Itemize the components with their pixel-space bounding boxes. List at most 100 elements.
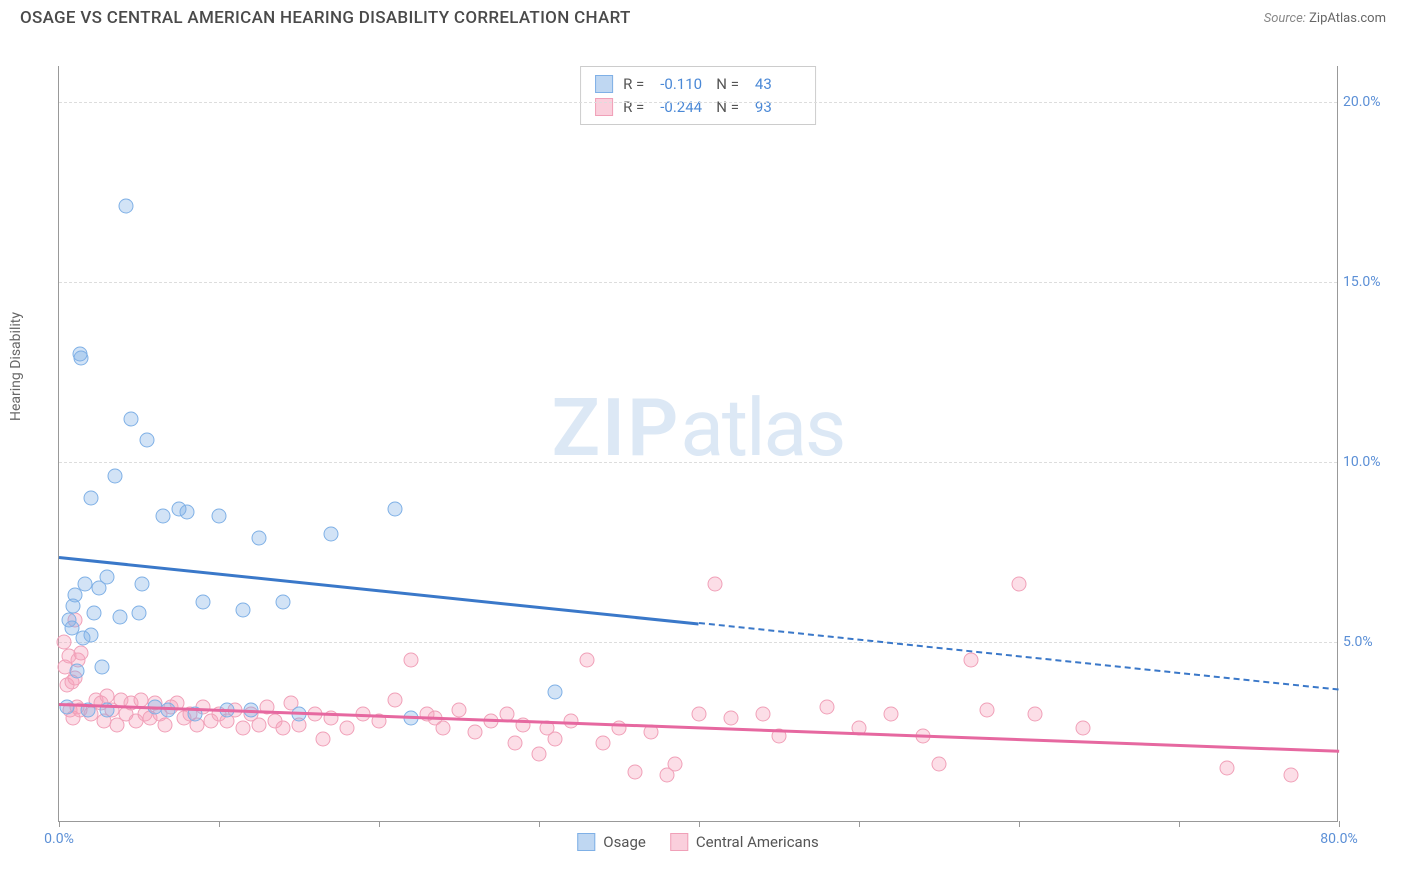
source-label: Source:: [1264, 11, 1306, 26]
chart-container: Hearing Disability ZIPatlas R =-0.110N =…: [20, 48, 1386, 858]
osage-point: [74, 350, 89, 365]
x-tick: [1019, 821, 1020, 827]
osage-point: [84, 627, 99, 642]
legend-label: Osage: [603, 833, 646, 851]
n-label: N =: [716, 96, 739, 119]
osage-point: [388, 501, 403, 516]
x-tick: [539, 821, 540, 827]
stats-swatch: [595, 75, 613, 93]
osage-point: [135, 577, 150, 592]
n-label: N =: [716, 73, 739, 96]
central-point: [820, 699, 835, 714]
central-point: [668, 757, 683, 772]
osage-point: [252, 530, 267, 545]
central-point: [74, 645, 89, 660]
central-point: [628, 764, 643, 779]
legend-item-1: Central Americans: [670, 833, 819, 851]
central-point: [157, 717, 172, 732]
y-tick-label: 10.0%: [1343, 454, 1395, 470]
stats-swatch: [595, 98, 613, 116]
central-point: [1028, 707, 1043, 722]
central-point: [404, 653, 419, 668]
x-label-left: 0.0%: [44, 831, 74, 847]
stats-row-1: R = -0.244 N = 93: [595, 96, 801, 119]
osage-point: [69, 663, 84, 678]
central-point: [596, 735, 611, 750]
stats-row-0: R =-0.110N =43: [595, 73, 801, 96]
x-tick: [699, 821, 700, 827]
osage-point: [112, 609, 127, 624]
central-point: [708, 577, 723, 592]
central-point: [532, 746, 547, 761]
central-point: [964, 653, 979, 668]
legend-swatch: [670, 833, 688, 851]
x-tick: [859, 821, 860, 827]
central-point: [508, 735, 523, 750]
y-axis-label: Hearing Disability: [8, 312, 24, 421]
central-point: [252, 717, 267, 732]
central-point: [692, 707, 707, 722]
osage-trend-dashed: [699, 622, 1339, 691]
central-point: [1012, 577, 1027, 592]
central-point: [884, 707, 899, 722]
central-point: [236, 721, 251, 736]
osage-point: [84, 491, 99, 506]
osage-point: [124, 411, 139, 426]
r-label: R =: [623, 96, 644, 119]
legend-label: Central Americans: [696, 833, 819, 851]
central-point: [100, 689, 115, 704]
chart-header: OSAGE VS CENTRAL AMERICAN HEARING DISABI…: [0, 0, 1406, 36]
central-point: [340, 721, 355, 736]
n-value: 93: [749, 96, 801, 119]
central-point: [56, 635, 71, 650]
gridline: [59, 642, 1337, 643]
osage-point: [324, 527, 339, 542]
x-tick: [219, 821, 220, 827]
central-point: [756, 707, 771, 722]
gridline: [59, 462, 1337, 463]
x-tick: [379, 821, 380, 827]
central-point: [276, 721, 291, 736]
central-point: [1284, 768, 1299, 783]
gridline: [59, 282, 1337, 283]
osage-point: [100, 570, 115, 585]
y-tick-label: 20.0%: [1343, 94, 1395, 110]
x-tick: [1179, 821, 1180, 827]
osage-point: [160, 703, 175, 718]
central-point: [468, 725, 483, 740]
osage-point: [180, 505, 195, 520]
central-point: [388, 692, 403, 707]
y-tick-label: 5.0%: [1343, 634, 1395, 650]
osage-point: [212, 509, 227, 524]
osage-point: [276, 595, 291, 610]
plot-area: ZIPatlas R =-0.110N =43R =-0.244N =93 Os…: [58, 66, 1338, 822]
central-point: [724, 710, 739, 725]
osage-trend-solid: [59, 556, 699, 625]
x-tick: [59, 821, 60, 827]
osage-point: [132, 606, 147, 621]
osage-point: [60, 699, 75, 714]
osage-point: [77, 577, 92, 592]
central-point: [548, 732, 563, 747]
y-tick-label: 15.0%: [1343, 274, 1395, 290]
osage-point: [548, 685, 563, 700]
osage-point: [196, 595, 211, 610]
r-value: -0.244: [654, 96, 706, 119]
correlation-stats-box: R =-0.110N =43R =-0.244N =93: [580, 66, 816, 125]
r-value: -0.110: [654, 73, 706, 96]
osage-point: [119, 199, 134, 214]
source-attribution: Source: ZipAtlas.com: [1264, 11, 1386, 26]
central-point: [1220, 761, 1235, 776]
central-point: [932, 757, 947, 772]
central-point: [1076, 721, 1091, 736]
osage-point: [87, 606, 102, 621]
osage-point: [236, 602, 251, 617]
series-legend: Osage Central Americans: [577, 833, 819, 851]
osage-point: [140, 433, 155, 448]
r-label: R =: [623, 73, 644, 96]
legend-swatch: [577, 833, 595, 851]
legend-item-0: Osage: [577, 833, 646, 851]
gridline: [59, 102, 1337, 103]
central-point: [316, 732, 331, 747]
x-label-right: 80.0%: [1320, 831, 1358, 847]
